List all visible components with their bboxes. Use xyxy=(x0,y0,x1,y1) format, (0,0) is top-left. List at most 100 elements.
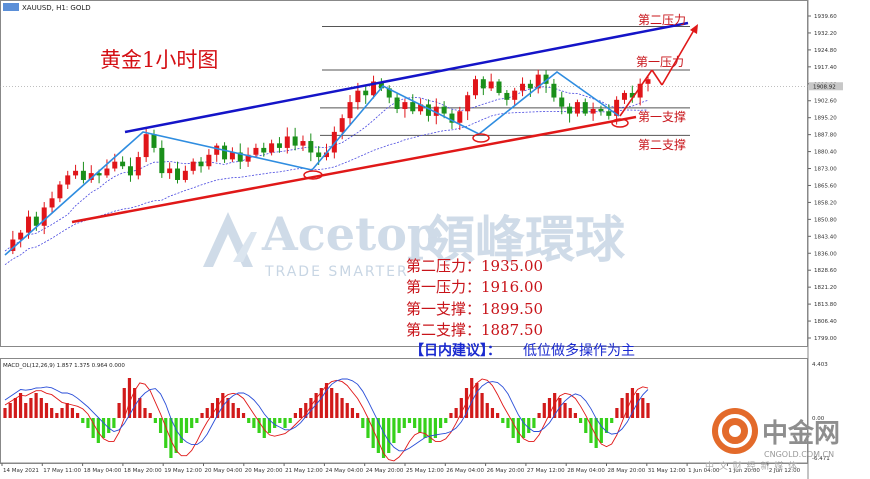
time-tick-label: 26 May 04:00 xyxy=(446,468,484,474)
macd-bar xyxy=(293,413,297,418)
macd-bar xyxy=(490,408,495,418)
macd-bar xyxy=(501,418,505,423)
macd-bar xyxy=(615,408,619,418)
macd-bar xyxy=(164,418,168,448)
candle-body xyxy=(520,83,526,91)
candle-body xyxy=(488,81,494,89)
level-label-s2: 第二支撑 xyxy=(638,137,686,152)
watermark-logo-icon xyxy=(203,212,257,267)
candle-body xyxy=(418,104,424,112)
macd-bar xyxy=(179,418,183,443)
candle-body xyxy=(261,147,267,153)
macd-bar xyxy=(449,413,453,418)
macd-bar xyxy=(589,418,593,443)
time-tick-label: 20 May 20:00 xyxy=(245,468,283,474)
time-tick-label: 28 May 20:00 xyxy=(608,468,646,474)
candle-body xyxy=(324,152,329,158)
candle-body xyxy=(574,102,580,114)
macd-bar xyxy=(558,398,562,418)
macd-bar xyxy=(563,403,567,418)
cngold-logo: 中金网 CNGOLD.COM.CN 中 文 财 经 新 媒 体 xyxy=(705,408,840,472)
cngold-logo-slogan: 中 文 财 经 新 媒 体 xyxy=(705,460,798,472)
candle-body xyxy=(120,161,126,167)
candle-body xyxy=(621,92,627,100)
macd-bar xyxy=(350,408,355,418)
macd-bar xyxy=(340,398,344,418)
candle-body xyxy=(582,102,588,114)
macd-bar xyxy=(423,418,427,438)
macd-bar xyxy=(397,418,401,433)
macd-axis-label: -6.471 xyxy=(812,456,830,462)
overlay-title: 黄金1小时图 xyxy=(100,48,218,72)
price-tick-label: 1865.60 xyxy=(814,183,837,189)
watermark-brand: Acetop xyxy=(261,207,439,261)
candle-body xyxy=(190,161,196,171)
macd-panel: MACD_OL(12,26,9) 1.857 1.375 0.964 0.000… xyxy=(3,362,830,462)
candle-body xyxy=(151,134,157,148)
macd-bar xyxy=(568,408,572,418)
macd-bar xyxy=(584,418,588,433)
time-tick-label: 18 May 04:00 xyxy=(84,468,122,474)
candles xyxy=(10,69,651,255)
time-axis: 14 May 2021 17 May 11:00 18 May 04:00 18 Ma… xyxy=(1,463,801,474)
macd-bar xyxy=(288,418,292,423)
price-tick-label: 1806.40 xyxy=(814,319,837,325)
macd-bar xyxy=(60,408,64,418)
candle-body xyxy=(316,152,322,158)
time-tick-label: 18 May 20:00 xyxy=(124,468,162,474)
candle-body xyxy=(441,106,447,114)
macd-bar xyxy=(625,393,629,418)
macd-bar xyxy=(273,418,277,428)
time-tick-label: 27 May 12:00 xyxy=(527,468,565,474)
symbol-icon xyxy=(3,3,19,11)
macd-bar xyxy=(387,418,391,453)
macd-bar xyxy=(205,408,209,418)
macd-bar xyxy=(418,418,422,433)
advice-label: 【日内建议】： xyxy=(410,342,501,359)
price-tick-label: 1880.40 xyxy=(814,150,837,156)
candle-body xyxy=(26,216,32,233)
macd-bar xyxy=(148,413,152,418)
chart-title: XAUUSD, H1: GOLD xyxy=(22,4,91,12)
macd-bar xyxy=(298,408,303,418)
price-tick-label: 1917.40 xyxy=(814,65,837,71)
price-tick-label: 1836.00 xyxy=(814,251,837,257)
macd-bar xyxy=(324,383,329,418)
candle-body xyxy=(80,170,86,180)
time-tick-label: 25 May 12:00 xyxy=(406,468,444,474)
macd-bar xyxy=(283,418,287,428)
macd-bar xyxy=(96,418,100,443)
macd-bar xyxy=(107,418,111,433)
macd-bar xyxy=(511,418,515,438)
price-tick-label: 1895.20 xyxy=(814,116,837,122)
macd-bar xyxy=(480,393,484,418)
candle-body xyxy=(645,79,651,84)
candle-body xyxy=(96,173,102,176)
macd-bar xyxy=(34,393,38,418)
macd-bar xyxy=(542,403,546,418)
candle-body xyxy=(41,207,47,226)
candle-body xyxy=(167,168,173,174)
candle-body xyxy=(88,173,94,180)
price-axis: 1939.601932.201924.801917.401910.001902.… xyxy=(808,14,843,342)
macd-bar xyxy=(361,418,365,428)
macd-bar xyxy=(13,398,17,418)
macd-bar xyxy=(620,398,624,418)
macd-bar xyxy=(407,418,412,423)
macd-bar xyxy=(75,413,80,418)
macd-axis-label: 0.00 xyxy=(812,416,825,422)
candle-body xyxy=(198,161,204,167)
price-tick-label: 1799.00 xyxy=(814,336,837,342)
summary-line-s1: 第一支撑：1899.50 xyxy=(406,300,543,318)
level-lines xyxy=(0,26,808,136)
macd-bar xyxy=(65,403,69,418)
candle-body xyxy=(378,81,384,89)
candle-body xyxy=(496,81,502,93)
time-tick-label: 19 May 12:00 xyxy=(164,468,202,474)
time-tick-label: 26 May 20:00 xyxy=(487,468,525,474)
price-tick-label: 1843.40 xyxy=(814,234,837,240)
macd-bar xyxy=(475,383,479,418)
lower-channel-line xyxy=(71,115,637,224)
macd-bar xyxy=(402,418,406,428)
